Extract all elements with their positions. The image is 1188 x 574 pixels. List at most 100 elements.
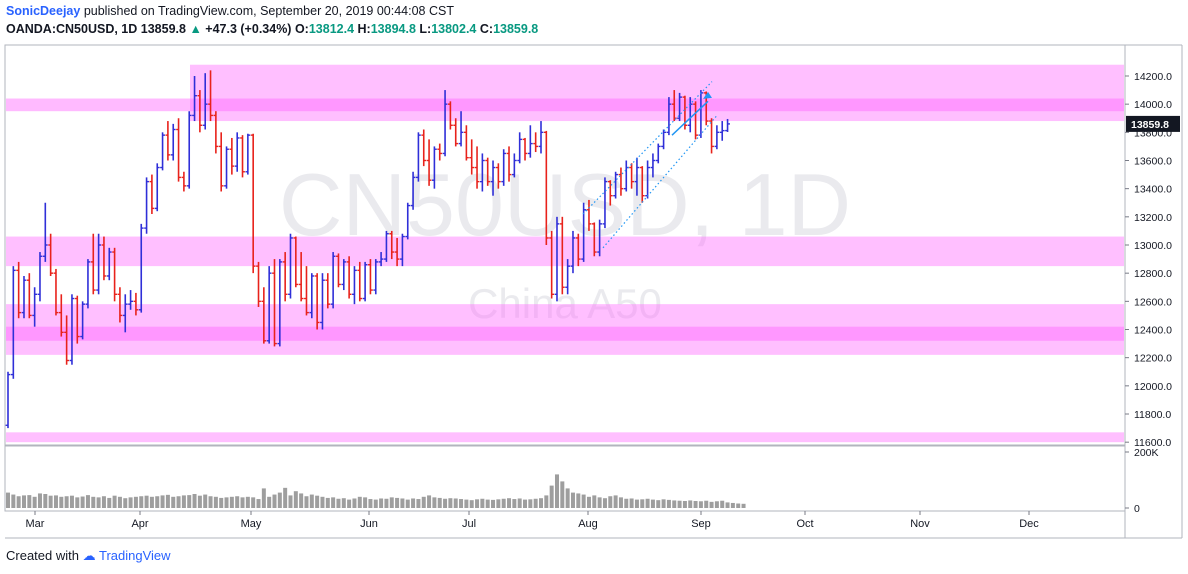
ohlc-bar: [538, 121, 544, 154]
ohlc-bar: [176, 118, 181, 182]
ohlc-bar: [362, 261, 368, 302]
ohlc-bar: [602, 177, 608, 229]
ohlc-bar: [37, 252, 43, 302]
up-triangle-icon: ▲: [189, 22, 202, 36]
volume-bar: [549, 485, 554, 508]
watermark-name: China A50: [468, 280, 662, 327]
volume-bar: [741, 503, 746, 508]
volume-bar: [640, 499, 645, 508]
ohlc-bar: [186, 111, 192, 189]
volume-bar: [320, 496, 325, 508]
volume-bar: [389, 497, 394, 508]
ohlc-bar: [320, 273, 325, 330]
volume-bar: [267, 496, 272, 508]
ohlc-bar: [165, 121, 171, 161]
ohlc-bar: [261, 287, 267, 344]
trend-arrow-head: [703, 91, 712, 99]
symbol-name: OANDA:CN50USD, 1D: [6, 22, 138, 36]
channel-upper-line: [582, 81, 713, 215]
symbol-header: OANDA:CN50USD, 1D 13859.8 ▲ +47.3 (+0.34…: [6, 22, 538, 36]
volume-bar: [677, 500, 682, 508]
volume-bar: [560, 481, 565, 508]
volume-bar: [347, 499, 352, 508]
volume-bar: [666, 499, 671, 508]
volume-bar: [91, 496, 96, 508]
volume-bar: [43, 494, 48, 508]
ohlc-bar: [479, 153, 485, 192]
ohlc-bar: [128, 290, 133, 310]
volume-bar: [176, 496, 181, 508]
volume-bar: [6, 492, 10, 508]
price-tick-label: 13400.0: [1134, 184, 1172, 196]
zone-1: [6, 236, 1124, 267]
volume-bar: [379, 498, 384, 508]
time-label-aug: Aug: [578, 518, 598, 530]
time-label-nov: Nov: [910, 518, 930, 530]
ohlc-bar: [74, 295, 80, 344]
volume-bar: [288, 495, 293, 508]
volume-bar: [245, 496, 250, 508]
ohlc-bar: [517, 132, 523, 164]
ohlc-bar: [272, 259, 277, 347]
volume-bar: [363, 497, 368, 508]
ohlc-bar: [181, 171, 187, 192]
ohlc-bar: [655, 143, 661, 164]
volume-bar: [411, 498, 416, 508]
ohlc-bar: [527, 125, 533, 158]
ohlc-bar: [570, 230, 576, 274]
ohlc-bar: [650, 153, 656, 178]
ohlc-bar: [522, 137, 528, 161]
volume-bar: [368, 499, 373, 508]
watermark-symbol: CN50USD, 1D: [279, 155, 851, 254]
volume-bar: [464, 499, 469, 508]
zone-core-2: [6, 326, 1124, 341]
ohlc-bar: [709, 118, 714, 154]
volume-bar: [485, 499, 490, 508]
volume-bar: [160, 495, 165, 508]
volume-bar: [11, 494, 16, 508]
ohlc-bar: [719, 121, 725, 141]
ohlc-bar: [501, 149, 507, 186]
close-label: C:: [479, 22, 494, 36]
ohlc-bar: [53, 268, 59, 316]
volume-bar: [32, 496, 37, 508]
low-label: L:: [419, 22, 432, 36]
ohlc-bar: [357, 261, 363, 302]
volume-bar: [117, 496, 122, 508]
ohlc-bar: [314, 273, 320, 330]
volume-bar: [645, 498, 650, 508]
volume-bar: [709, 501, 714, 508]
price-tick-label: 12600.0: [1134, 296, 1172, 308]
time-label-dec: Dec: [1019, 518, 1039, 530]
volume-bar: [539, 498, 543, 508]
volume-bar: [443, 498, 448, 508]
volume-bar: [224, 497, 229, 508]
publish-header: SonicDeejay published on TradingView.com…: [6, 4, 454, 18]
volume-bar: [576, 493, 581, 508]
ohlc-bar: [138, 223, 144, 313]
tradingview-brand[interactable]: TradingView: [99, 548, 171, 563]
price-tick-label: 11600.0: [1134, 437, 1171, 449]
volume-bar: [597, 497, 602, 508]
volume-bar: [507, 498, 512, 508]
price-tick-label: 12200.0: [1134, 353, 1172, 365]
volume-bar: [139, 496, 144, 508]
volume-bar: [256, 499, 261, 508]
ohlc-bar: [122, 294, 128, 333]
volume-bar: [261, 488, 266, 508]
tradingview-logo-icon[interactable]: ☁: [82, 548, 96, 563]
volume-bar: [133, 496, 138, 508]
volume-bar: [80, 496, 85, 508]
volume-bar: [75, 497, 80, 508]
ohlc-bar: [511, 153, 517, 178]
ohlc-bar: [293, 236, 299, 288]
volume-bar: [341, 498, 346, 508]
ohlc-bar: [613, 171, 619, 199]
author-name[interactable]: SonicDeejay: [6, 4, 81, 18]
ohlc-bar: [170, 123, 176, 161]
volume-bar: [309, 494, 314, 508]
zone-core-0: [6, 98, 1124, 112]
volume-bar: [299, 493, 304, 508]
high-label: H:: [357, 22, 371, 36]
